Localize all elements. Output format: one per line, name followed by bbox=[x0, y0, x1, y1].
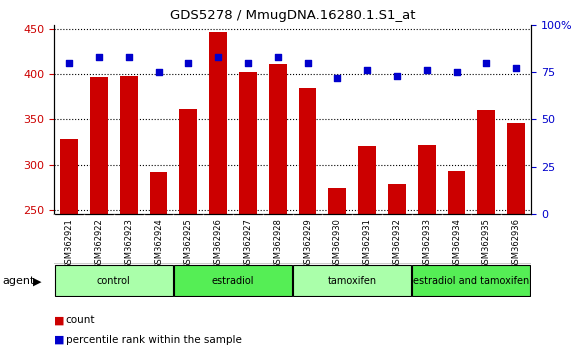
Text: GSM362934: GSM362934 bbox=[452, 218, 461, 269]
Point bbox=[65, 60, 74, 65]
Bar bbox=[120, 76, 138, 214]
Point bbox=[184, 60, 193, 65]
Text: control: control bbox=[97, 275, 131, 286]
Bar bbox=[179, 109, 198, 214]
Point bbox=[243, 60, 252, 65]
Bar bbox=[174, 266, 292, 296]
Bar bbox=[293, 266, 411, 296]
Text: GSM362928: GSM362928 bbox=[274, 218, 282, 269]
Bar bbox=[209, 32, 227, 214]
Point bbox=[422, 67, 431, 73]
Text: GSM362927: GSM362927 bbox=[243, 218, 252, 269]
Point bbox=[333, 75, 342, 81]
Text: ■: ■ bbox=[54, 315, 65, 325]
Text: ■: ■ bbox=[54, 335, 65, 345]
Point bbox=[124, 54, 133, 60]
Point bbox=[452, 69, 461, 75]
Text: GSM362923: GSM362923 bbox=[124, 218, 133, 269]
Point bbox=[214, 54, 223, 60]
Bar bbox=[388, 184, 406, 214]
Bar bbox=[328, 188, 346, 214]
Bar bbox=[358, 145, 376, 214]
Text: GSM362932: GSM362932 bbox=[392, 218, 401, 269]
Text: percentile rank within the sample: percentile rank within the sample bbox=[66, 335, 242, 345]
Text: GSM362935: GSM362935 bbox=[482, 218, 491, 269]
Text: GSM362921: GSM362921 bbox=[65, 218, 74, 269]
Bar bbox=[269, 64, 287, 214]
Bar bbox=[418, 145, 436, 214]
Text: GSM362925: GSM362925 bbox=[184, 218, 193, 269]
Bar bbox=[448, 171, 465, 214]
Text: GSM362936: GSM362936 bbox=[512, 218, 521, 269]
Point bbox=[512, 65, 521, 71]
Point bbox=[154, 69, 163, 75]
Text: GSM362922: GSM362922 bbox=[94, 218, 103, 269]
Text: GSM362931: GSM362931 bbox=[363, 218, 372, 269]
Point bbox=[482, 60, 491, 65]
Bar bbox=[239, 72, 257, 214]
Text: estradiol: estradiol bbox=[212, 275, 254, 286]
Bar bbox=[90, 77, 108, 214]
Point bbox=[363, 67, 372, 73]
Bar bbox=[477, 109, 495, 214]
Bar bbox=[55, 266, 173, 296]
Bar bbox=[60, 139, 78, 214]
Bar bbox=[299, 88, 316, 214]
Text: GSM362930: GSM362930 bbox=[333, 218, 342, 269]
Bar bbox=[507, 123, 525, 214]
Text: GSM362926: GSM362926 bbox=[214, 218, 223, 269]
Point bbox=[94, 54, 103, 60]
Text: estradiol and tamoxifen: estradiol and tamoxifen bbox=[413, 275, 529, 286]
Point bbox=[392, 73, 401, 79]
Text: count: count bbox=[66, 315, 95, 325]
Bar bbox=[412, 266, 530, 296]
Text: GSM362929: GSM362929 bbox=[303, 218, 312, 269]
Text: GSM362924: GSM362924 bbox=[154, 218, 163, 269]
Point bbox=[303, 60, 312, 65]
Bar bbox=[150, 172, 167, 214]
Text: agent: agent bbox=[3, 276, 35, 286]
Title: GDS5278 / MmugDNA.16280.1.S1_at: GDS5278 / MmugDNA.16280.1.S1_at bbox=[170, 9, 415, 22]
Text: tamoxifen: tamoxifen bbox=[328, 275, 377, 286]
Point bbox=[273, 54, 282, 60]
Text: ▶: ▶ bbox=[33, 276, 41, 286]
Text: GSM362933: GSM362933 bbox=[422, 218, 431, 269]
